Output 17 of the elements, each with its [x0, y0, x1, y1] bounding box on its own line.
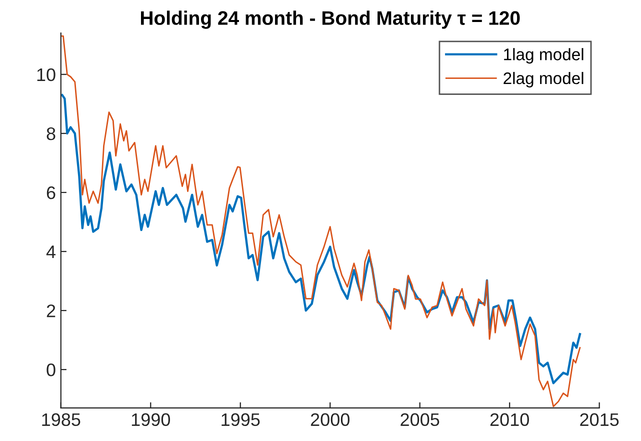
x-tick-label: 2015 — [580, 413, 619, 426]
line-series — [61, 94, 582, 384]
y-tick-label: 8 — [46, 127, 56, 140]
x-tick-label: 1995 — [222, 413, 260, 426]
x-tick-label: 1990 — [132, 413, 170, 426]
y-tick-label: 4 — [46, 246, 56, 258]
y-tick-label: 6 — [46, 186, 56, 200]
y-tick-label: 2 — [46, 304, 56, 318]
legend-label: 1lag model — [504, 48, 584, 64]
x-tick-label: 2005 — [400, 413, 440, 426]
x-tick-label: 2010 — [490, 413, 529, 426]
y-tick-label: 10 — [37, 68, 56, 82]
legend-label: 2lag model — [504, 72, 584, 88]
chart-title: Holding 24 month - Bond Maturity τ = 120 — [141, 10, 520, 29]
y-tick-label: 0 — [46, 363, 56, 376]
x-tick-label: 2000 — [310, 413, 350, 426]
x-tick-label: 1985 — [42, 413, 80, 426]
